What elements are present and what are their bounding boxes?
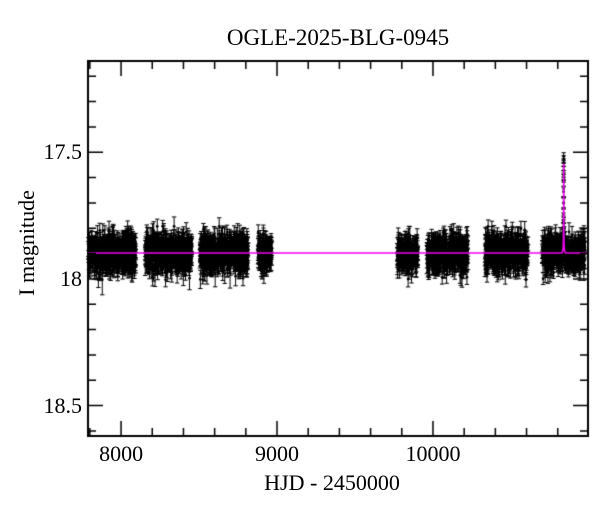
- x-tick-label: 8000: [99, 441, 144, 466]
- x-tick-label: 9000: [255, 441, 300, 466]
- y-tick-label: 17.5: [43, 139, 83, 165]
- x-axis-label: HJD - 2450000: [264, 470, 400, 495]
- x-tick-label: 10000: [405, 441, 461, 466]
- y-tick-label: 18.5: [43, 392, 83, 418]
- y-axis-label: I magnitude: [14, 189, 39, 296]
- y-tick-label: 18: [60, 265, 82, 291]
- plot-title: OGLE-2025-BLG-0945: [226, 25, 450, 50]
